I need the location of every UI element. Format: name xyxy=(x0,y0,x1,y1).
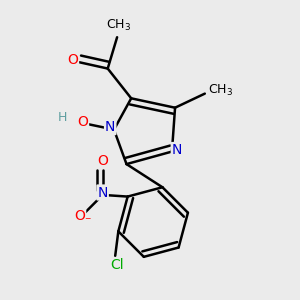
Text: O: O xyxy=(77,115,88,129)
Text: N: N xyxy=(98,185,108,200)
Text: Cl: Cl xyxy=(110,258,124,272)
Text: O: O xyxy=(67,53,78,67)
Text: CH$_3$: CH$_3$ xyxy=(208,83,233,98)
Text: N: N xyxy=(172,143,182,157)
Text: O: O xyxy=(97,154,108,168)
Text: H: H xyxy=(58,111,68,124)
Text: N: N xyxy=(105,120,116,134)
Text: $^{-}$: $^{-}$ xyxy=(84,217,92,226)
Text: CH$_3$: CH$_3$ xyxy=(106,17,131,32)
Text: O: O xyxy=(74,209,85,223)
